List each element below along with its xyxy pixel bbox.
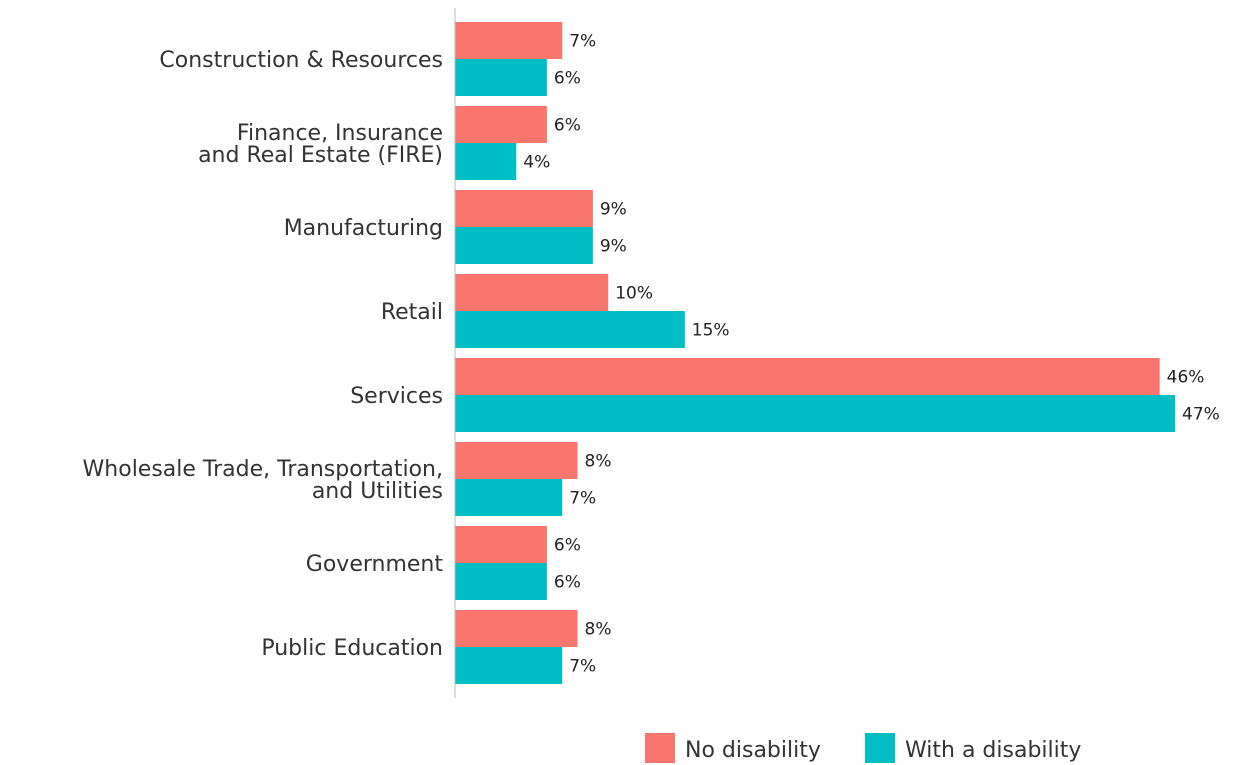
value-label: 6% (554, 536, 581, 556)
legend-swatch-no-disability (645, 733, 675, 763)
value-label: 10% (615, 284, 653, 304)
bar-with-disability-1 (455, 143, 517, 180)
bar-with-disability-5 (455, 479, 563, 516)
bar-no-disability-3 (455, 274, 609, 311)
bar-with-disability-0 (455, 59, 547, 96)
bar-with-disability-7 (455, 647, 563, 684)
value-label: 9% (600, 200, 627, 220)
value-label: 8% (585, 452, 612, 472)
bar-no-disability-7 (455, 610, 578, 647)
value-labels-group: 7%6%6%4%9%9%10%15%46%47%8%7%6%6%8%7% (523, 32, 1220, 677)
bar-no-disability-5 (455, 442, 578, 479)
value-label: 7% (569, 489, 596, 509)
value-label: 9% (600, 237, 627, 257)
legend-swatch-with-disability (865, 733, 895, 763)
category-label: Wholesale Trade, Transportation, and Util… (83, 457, 443, 504)
category-label: Construction & Resources (159, 48, 443, 73)
value-label: 7% (569, 32, 596, 52)
legend-label-no-disability: No disability (685, 738, 821, 763)
category-label: Services (350, 384, 443, 409)
value-label: 15% (692, 321, 730, 341)
category-label: Manufacturing (284, 216, 443, 241)
value-label: 4% (523, 153, 550, 173)
value-label: 6% (554, 116, 581, 136)
bar-no-disability-0 (455, 22, 563, 59)
value-label: 6% (554, 573, 581, 593)
bar-with-disability-6 (455, 563, 547, 600)
value-label: 8% (585, 620, 612, 640)
category-label: Retail (381, 300, 443, 325)
bar-with-disability-2 (455, 227, 593, 264)
category-labels-group: Construction & Resources Finance, Insuran… (83, 48, 444, 661)
bar-with-disability-3 (455, 311, 685, 348)
value-label: 46% (1167, 368, 1205, 388)
category-label: Government (306, 552, 444, 577)
value-label: 6% (554, 69, 581, 89)
bar-no-disability-6 (455, 526, 547, 563)
legend: No disability With a disability (645, 733, 1081, 763)
value-label: 7% (569, 657, 596, 677)
category-label: Finance, Insurance and Real Estate (FIRE) (198, 121, 443, 168)
legend-label-with-disability: With a disability (905, 738, 1081, 763)
category-label: Public Education (261, 636, 443, 661)
bar-no-disability-1 (455, 106, 547, 143)
bar-with-disability-4 (455, 395, 1175, 432)
bar-no-disability-2 (455, 190, 593, 227)
bar-no-disability-4 (455, 358, 1160, 395)
bars-group (455, 22, 1175, 684)
value-label: 47% (1182, 405, 1220, 425)
